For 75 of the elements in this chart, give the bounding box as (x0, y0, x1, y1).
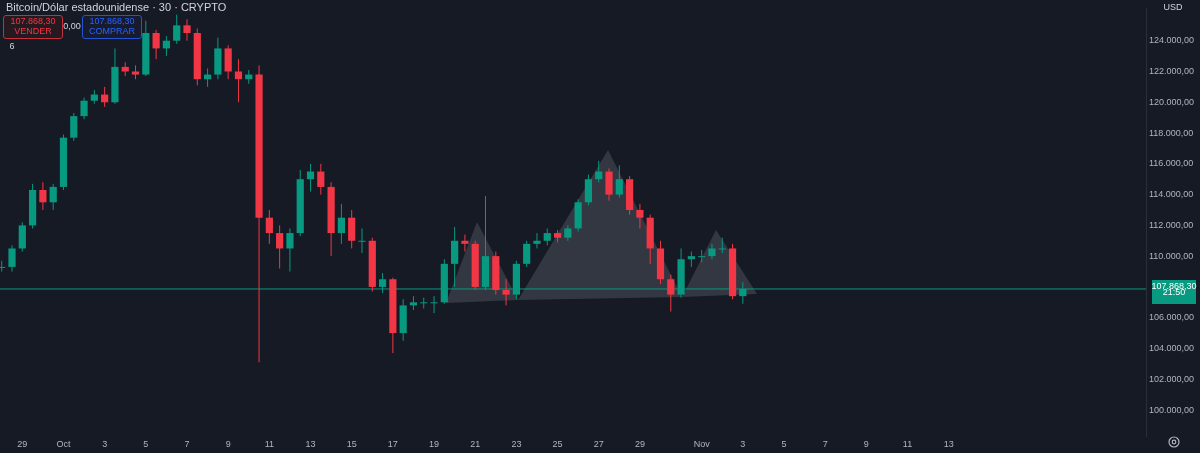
x-tick-label: 23 (511, 439, 522, 450)
annotation: VENDER (13, 26, 53, 36)
y-tick-label: 100.000,00 (1149, 404, 1195, 415)
candlestick (49, 183, 57, 211)
candlestick (265, 209, 273, 245)
candlestick (173, 14, 181, 45)
x-tick-label: 3 (740, 439, 746, 450)
x-tick-label: 11 (902, 439, 913, 450)
candlestick (358, 227, 366, 254)
candlestick (348, 209, 356, 249)
candlestick (584, 174, 593, 206)
x-tick-label: 5 (781, 439, 787, 450)
x-tick-label: 3 (102, 439, 108, 450)
candlestick (8, 244, 16, 273)
candlestick (502, 278, 510, 306)
candlestick (234, 58, 243, 103)
candlestick (615, 164, 623, 199)
x-tick-label: 25 (552, 439, 563, 450)
x-tick-label: 15 (346, 439, 357, 450)
candlestick (70, 112, 78, 142)
x-tick-label: 7 (184, 439, 190, 450)
y-tick-label: 104.000,00 (1149, 342, 1195, 353)
x-tick-label: 21 (470, 439, 481, 450)
candlestick (0, 260, 6, 273)
candlestick (18, 221, 26, 253)
y-tick-label: 102.000,00 (1149, 373, 1195, 384)
candlestick (183, 18, 191, 42)
candlestick (533, 232, 541, 249)
x-tick-label: 29 (17, 439, 28, 450)
x-tick-label: 9 (225, 439, 231, 450)
candlestick (337, 203, 345, 245)
annotation: 0,00 (63, 21, 81, 31)
annotation: 107.868,30 (9, 16, 57, 26)
x-tick-label: Oct (56, 439, 71, 450)
candlestick (39, 181, 47, 211)
x-tick-label: 5 (143, 439, 149, 450)
annotation: 6 (8, 41, 16, 51)
y-tick-label: 106.000,00 (1149, 312, 1195, 323)
candlestick (317, 163, 325, 196)
annotation: 107.868,30 (88, 16, 136, 26)
candlestick (80, 97, 88, 120)
chart-title: Bitcoin/Dólar estadounidense · 30 · CRYPTO (6, 1, 227, 13)
x-tick-label: Nov (693, 439, 711, 450)
x-tick-label: 19 (429, 439, 440, 450)
y-tick-label: 110.000,00 (1149, 250, 1194, 261)
candlestick (430, 295, 438, 314)
y-tick-label: 112.000,00 (1149, 219, 1194, 230)
candlestick (667, 274, 675, 313)
x-tick-label: 27 (593, 439, 604, 450)
candlestick (698, 249, 706, 263)
y-tick-label: 118.000,00 (1149, 127, 1194, 138)
x-tick-label: 13 (943, 439, 954, 450)
candlestick (718, 237, 726, 254)
candlestick (461, 234, 469, 253)
candlestick (636, 203, 644, 229)
y-tick-label: 120.000,00 (1149, 96, 1195, 107)
annotation: COMPRAR (88, 26, 136, 36)
candlestick (152, 29, 160, 60)
y-tick-label: 122.000,00 (1149, 65, 1195, 76)
candlestick (286, 227, 294, 273)
y-tick-label: 114.000,00 (1149, 189, 1194, 200)
y-tick-label: 116.000,00 (1149, 158, 1194, 169)
candlestick (523, 240, 531, 268)
text: USD (1162, 2, 1184, 12)
x-tick-label: 11 (264, 439, 275, 450)
x-tick-label: 9 (863, 439, 869, 450)
x-tick-label: 13 (305, 439, 316, 450)
candlestick (708, 243, 716, 260)
candlestick (224, 44, 232, 80)
x-tick-label: 29 (634, 439, 645, 450)
y-tick-label: 124.000,00 (1149, 35, 1195, 46)
candlestick (276, 224, 284, 269)
x-tick-label: 7 (822, 439, 828, 450)
x-tick-label: 17 (387, 439, 398, 450)
candlestick (605, 167, 613, 202)
